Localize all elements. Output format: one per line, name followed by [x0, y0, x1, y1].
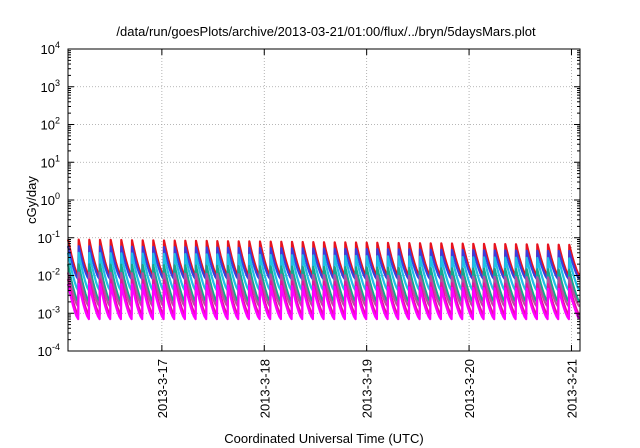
y-tick-label: 102: [41, 116, 60, 133]
y-axis-label: cGy/day: [24, 176, 39, 224]
y-tick-label: 10-3: [38, 304, 60, 321]
x-tick-label: 2013-3-21: [564, 359, 579, 418]
y-tick-label: 103: [41, 78, 60, 95]
x-tick-label: 2013-3-17: [155, 359, 170, 418]
y-tick-label: 104: [41, 40, 60, 57]
x-tick-label: 2013-3-19: [360, 359, 375, 418]
y-tick-label: 10-4: [38, 342, 60, 359]
series-group: [66, 238, 581, 321]
series-line-7: [66, 282, 581, 321]
y-tick-label: 101: [41, 153, 60, 170]
x-axis: 2013-3-17 2013-3-18 2013-3-19 2013-3-20 2013…: [155, 49, 579, 418]
x-tick-label: 2013-3-18: [257, 359, 272, 418]
chart-title: /data/run/goesPlots/archive/2013-03-21/0…: [116, 24, 536, 39]
x-tick-label: 2013-3-20: [462, 359, 477, 418]
y-tick-label: 10-1: [38, 229, 60, 246]
y-axis: 10-4 10-3 10-2 10-1 100 101 102 103 104: [38, 40, 580, 359]
x-axis-label: Coordinated Universal Time (UTC): [224, 431, 423, 446]
y-tick-label: 100: [41, 191, 60, 208]
y-tick-label: 10-2: [38, 267, 60, 284]
